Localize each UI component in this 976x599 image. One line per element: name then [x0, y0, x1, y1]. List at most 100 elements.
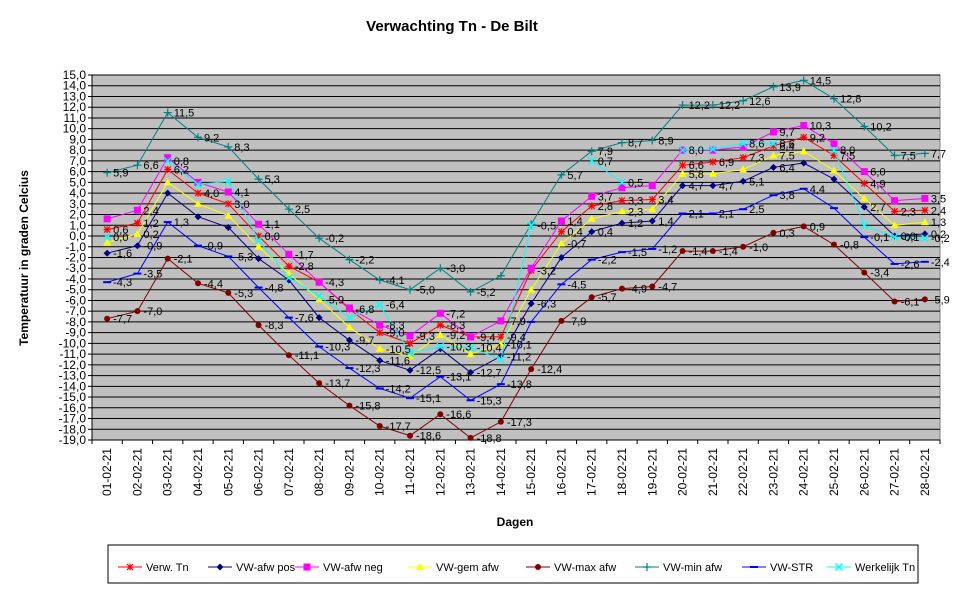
- y-tick-label: -8,0: [65, 315, 86, 329]
- data-label: 5,3: [265, 174, 280, 186]
- data-point: [527, 221, 536, 230]
- data-point: [255, 322, 262, 329]
- data-label: -12,5: [416, 365, 441, 377]
- data-point: [406, 285, 414, 294]
- data-point: [557, 217, 565, 225]
- data-point: [709, 158, 717, 166]
- data-point: [467, 368, 475, 376]
- data-label: -2,8: [295, 261, 314, 273]
- data-point: [588, 228, 596, 236]
- x-tick-label: 01-02-21: [100, 448, 114, 496]
- data-point: [799, 76, 808, 85]
- data-point: [739, 143, 747, 151]
- data-label: -2,1: [174, 254, 193, 266]
- data-label: -4,9: [628, 284, 647, 296]
- data-point: [557, 254, 565, 261]
- data-point: [618, 219, 626, 227]
- data-label: 4,4: [810, 184, 825, 196]
- data-point: [164, 154, 172, 162]
- data-label: 12,2: [719, 100, 740, 112]
- data-label: -1,5: [628, 247, 647, 259]
- data-point: [103, 249, 111, 257]
- data-point: [193, 180, 203, 189]
- data-point: [769, 142, 777, 150]
- data-label: -1,4: [689, 246, 708, 258]
- data-label: -10,3: [446, 342, 471, 354]
- data-label: -5,2: [477, 287, 496, 299]
- data-point: [497, 418, 504, 425]
- data-point: [829, 146, 839, 155]
- data-label: 3,4: [658, 195, 673, 207]
- data-point: [163, 108, 172, 117]
- data-point: [648, 182, 656, 190]
- data-point: [800, 159, 808, 167]
- series-line-vw-str: [106, 188, 925, 401]
- data-point: [679, 161, 687, 169]
- legend-item-vw-min-afw: VW-min afw: [635, 562, 722, 574]
- data-point: [739, 139, 748, 148]
- data-label: 4,7: [719, 181, 734, 193]
- data-point: [860, 221, 869, 230]
- data-point: [345, 304, 353, 312]
- legend-swatch-marker: [303, 563, 311, 571]
- data-label: 7,5: [901, 151, 916, 163]
- y-tick-label: 0,0: [69, 229, 86, 243]
- x-tick-label: 18-02-21: [615, 448, 629, 496]
- data-label: 0,5: [628, 177, 643, 189]
- data-point: [496, 340, 505, 348]
- data-point: [891, 197, 899, 205]
- data-label: -1,0: [749, 242, 768, 254]
- data-label: -9,4: [507, 332, 526, 344]
- legend-item-werkelijk-tn: Werkelijk Tn: [827, 562, 915, 574]
- data-label: 1,2: [628, 218, 643, 230]
- data-label: -0,9: [143, 241, 162, 253]
- legend-item-vw-str: VW-STR: [742, 562, 813, 574]
- data-point: [799, 147, 808, 155]
- data-point: [860, 179, 868, 187]
- data-point: [557, 228, 565, 236]
- x-tick-label: 20-02-21: [676, 448, 690, 496]
- data-point: [436, 309, 444, 317]
- data-label: -5,3: [234, 288, 253, 300]
- data-label: -15,1: [416, 393, 441, 405]
- x-tick-label: 14-02-21: [494, 448, 508, 496]
- data-point: [830, 94, 838, 103]
- data-point: [285, 250, 293, 258]
- data-label: 0,2: [143, 229, 158, 241]
- data-point: [588, 294, 595, 301]
- y-tick-label: -4,0: [65, 272, 86, 286]
- data-point: [860, 122, 869, 131]
- series-werkelijk-tn: [103, 139, 929, 364]
- data-point: [163, 156, 172, 165]
- data-point: [527, 285, 536, 293]
- data-point: [679, 182, 687, 190]
- data-label: -6,8: [355, 304, 374, 316]
- data-point: [921, 206, 929, 214]
- data-point: [860, 194, 869, 202]
- data-point: [800, 121, 808, 129]
- y-tick-label: -13,0: [59, 369, 87, 383]
- data-label: -13,7: [325, 378, 350, 390]
- y-tick-label: 2,0: [69, 208, 86, 222]
- data-label: -10,5: [386, 344, 411, 356]
- data-label: -4,5: [567, 279, 586, 291]
- data-label: -6,1: [901, 297, 920, 309]
- y-tick-label: -19,0: [59, 433, 87, 447]
- data-point: [891, 298, 898, 305]
- data-point: [133, 229, 142, 237]
- y-tick-label: 1,0: [69, 218, 86, 232]
- data-label: 6,2: [174, 164, 189, 176]
- data-point: [739, 177, 747, 185]
- y-tick-label: -15,0: [59, 390, 87, 404]
- data-label: -1,7: [295, 249, 314, 261]
- y-axis: -19,0-18,0-17,0-16,0-15,0-14,0-13,0-12,0…: [59, 68, 93, 447]
- data-label: 3,0: [234, 199, 249, 211]
- data-point: [587, 156, 596, 165]
- data-point: [103, 168, 112, 177]
- x-tick-label: 04-02-21: [191, 448, 205, 496]
- data-label: -3,0: [446, 263, 465, 275]
- x-tick-label: 11-02-21: [403, 448, 417, 495]
- legend-item-verw-tn: Verw. Tn: [118, 562, 189, 574]
- y-tick-label: -10,0: [59, 336, 87, 350]
- data-point: [769, 139, 778, 148]
